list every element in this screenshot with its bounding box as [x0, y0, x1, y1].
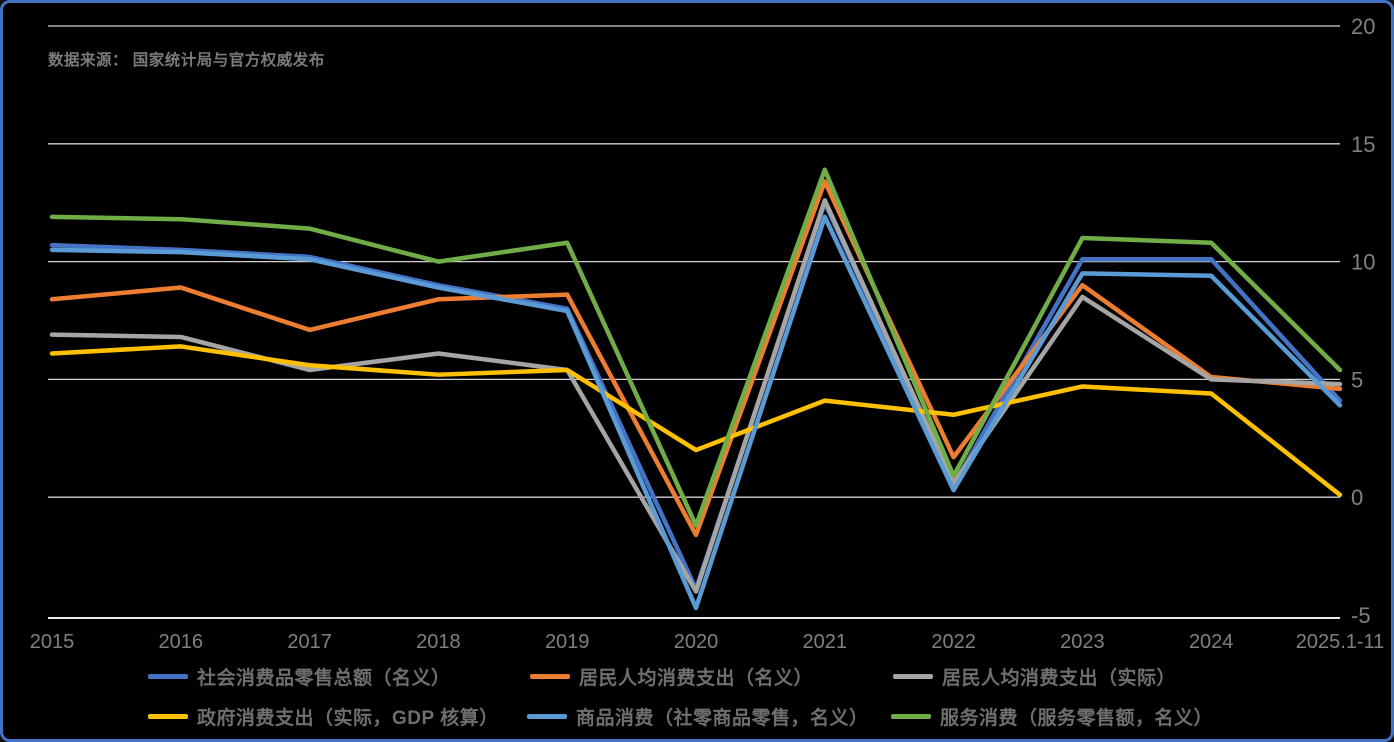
legend-label-5: 服务消费（服务零售额，名义）	[940, 707, 1214, 729]
legend-label-1: 居民人均消费支出（名义）	[579, 667, 814, 689]
legend-marker-4	[527, 713, 567, 719]
legend-item-2: 居民人均消费支出（实际）	[893, 664, 1177, 689]
legend-item-0: 社会消费品零售总额（名义）	[148, 664, 451, 689]
x-tick-label: 2019	[545, 631, 590, 653]
series-line-5	[49, 167, 1343, 528]
series-line-3	[49, 344, 1343, 498]
y-tick-label: 20	[1351, 14, 1375, 39]
x-tick-label: 2015	[30, 631, 75, 653]
legend-label-2: 居民人均消费支出（实际）	[942, 667, 1177, 689]
x-tick-label: 2017	[287, 631, 332, 653]
y-tick-label: 5	[1351, 367, 1363, 392]
x-tick-label: 2023	[1060, 631, 1105, 653]
x-tick-label: 2024	[1189, 631, 1234, 653]
legend-item-1: 居民人均消费支出（名义）	[530, 664, 814, 689]
series-line-1	[49, 179, 1343, 538]
x-tick-label: 2021	[803, 631, 848, 653]
legend-item-4: 商品消费（社零商品零售，名义）	[527, 704, 869, 729]
legend-marker-0	[148, 673, 188, 679]
y-tick-label: 10	[1351, 250, 1375, 275]
legend-marker-2	[893, 673, 933, 679]
series-line-4	[49, 214, 1343, 611]
y-tick-label: 15	[1351, 132, 1375, 157]
legend-label-0: 社会消费品零售总额（名义）	[197, 667, 451, 689]
x-tick-label: 2020	[674, 631, 719, 653]
legend-item-5: 服务消费（服务零售额，名义）	[891, 704, 1214, 729]
x-tick-label: 2022	[931, 631, 976, 653]
source-note: 数据来源： 国家统计局与官方权威发布	[48, 52, 325, 69]
x-tick-label: 2018	[416, 631, 461, 653]
legend-label-4: 商品消费（社零商品零售，名义）	[576, 707, 869, 729]
legend-item-3: 政府消费支出（实际，GDP 核算）	[148, 704, 499, 729]
y-tick-label: -5	[1351, 603, 1371, 628]
x-tick-label: 2025.1-11	[1296, 631, 1385, 653]
x-tick-label: 2016	[159, 631, 204, 653]
legend-marker-5	[891, 713, 931, 719]
legend-marker-3	[148, 713, 188, 719]
legend-label-3: 政府消费支出（实际，GDP 核算）	[197, 707, 499, 729]
legend-marker-1	[530, 673, 570, 679]
y-tick-label: 0	[1351, 485, 1363, 510]
